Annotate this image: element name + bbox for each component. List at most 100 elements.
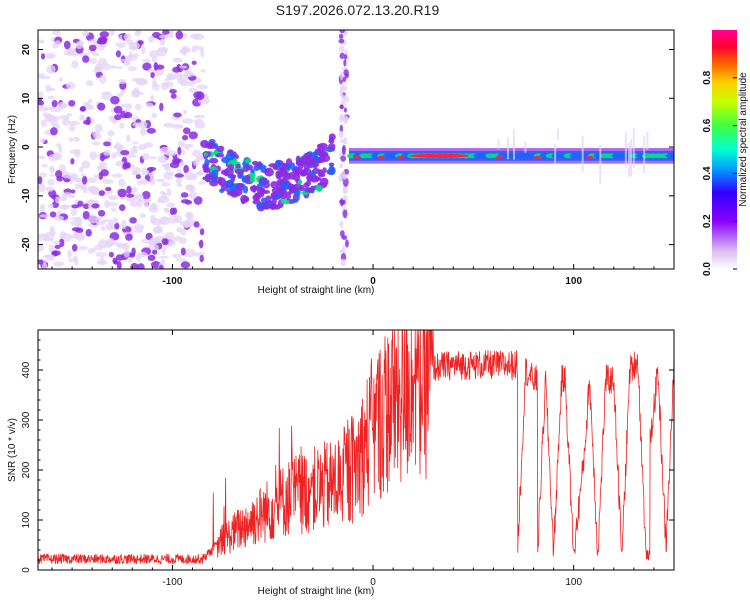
colorbar-title: Normalized spectral amplitude xyxy=(738,72,749,207)
transition-blob xyxy=(243,196,250,203)
noise-blob xyxy=(99,256,105,266)
noise-blob xyxy=(159,102,164,112)
noise-blob xyxy=(179,65,188,69)
transition-blob xyxy=(256,202,264,209)
transition-blob xyxy=(295,155,301,165)
noise-blob xyxy=(50,127,58,136)
noise-blob xyxy=(182,220,195,228)
spike-blob xyxy=(339,30,346,34)
noise-blob xyxy=(71,243,78,252)
noise-blob xyxy=(198,239,204,249)
noise-blob xyxy=(110,95,120,105)
spike-blob xyxy=(343,54,348,60)
noise-blob xyxy=(149,177,156,186)
noise-blob xyxy=(77,200,84,207)
streak xyxy=(513,129,516,160)
transition-blob xyxy=(248,172,256,177)
noise-blob xyxy=(123,32,131,42)
y-tick-label: -20 xyxy=(21,237,32,252)
transition-blob xyxy=(217,176,223,185)
noise-blob xyxy=(38,175,43,185)
noise-blob xyxy=(45,186,55,192)
noise-blob xyxy=(113,105,123,114)
noise-blob xyxy=(109,30,115,36)
noise-blob xyxy=(87,247,96,254)
noise-blob xyxy=(148,35,155,43)
noise-blob xyxy=(82,55,90,63)
spike-blob xyxy=(338,33,344,39)
noise-blob xyxy=(58,195,68,202)
noise-blob xyxy=(175,30,184,40)
noise-blob xyxy=(82,210,90,220)
transition-blob xyxy=(305,161,314,166)
noise-blob xyxy=(200,69,206,73)
spectrogram-frame xyxy=(37,29,675,270)
spike-blob xyxy=(344,30,349,35)
spike-blob xyxy=(339,249,344,254)
noise-blob xyxy=(172,253,182,259)
x-axis-title: Height of straight line (km) xyxy=(258,285,375,296)
noise-blob xyxy=(66,112,73,117)
noise-blob xyxy=(150,217,162,226)
noise-blob xyxy=(181,45,189,54)
colorbar-tick-label: 0.6 xyxy=(702,118,713,132)
noise-blob xyxy=(61,117,71,126)
noise-blob xyxy=(152,31,161,39)
noise-blob xyxy=(150,94,155,102)
noise-blob xyxy=(78,39,84,46)
spike-blob xyxy=(340,155,347,162)
noise-blob xyxy=(139,213,146,219)
noise-blob xyxy=(147,166,157,172)
spike-blob xyxy=(345,239,349,248)
noise-blob xyxy=(179,124,184,129)
noise-blob xyxy=(137,263,145,269)
colorbar-gradient xyxy=(712,30,737,269)
transition-blob xyxy=(204,167,211,173)
noise-blob xyxy=(68,137,74,143)
noise-blob xyxy=(196,84,209,90)
carrier-segment xyxy=(665,153,674,159)
noise-blob xyxy=(42,262,48,269)
transition-blob xyxy=(290,198,299,203)
noise-blob xyxy=(189,191,198,200)
noise-blob xyxy=(126,134,131,143)
streak xyxy=(524,141,527,153)
transition-blob xyxy=(280,198,290,205)
noise-blob xyxy=(81,175,88,185)
streak xyxy=(599,144,602,185)
noise-blob xyxy=(115,42,128,46)
transition-blob xyxy=(244,158,252,164)
noise-blob xyxy=(160,259,166,266)
noise-blob xyxy=(117,188,127,198)
y-tick-label: 200 xyxy=(21,461,32,478)
noise-blob xyxy=(116,148,123,157)
transition-blob xyxy=(277,189,288,194)
noise-blob xyxy=(71,60,79,69)
transition-blob xyxy=(270,192,278,199)
noise-blob xyxy=(70,208,77,217)
carrier-hotspot xyxy=(533,155,542,159)
noise-blob xyxy=(125,233,133,241)
y-tick-label: 400 xyxy=(21,361,32,378)
spike-blob xyxy=(343,59,347,67)
spike-blob xyxy=(338,130,344,139)
noise-blob xyxy=(44,235,50,241)
noise-blob xyxy=(119,122,125,129)
noise-blob xyxy=(151,112,158,119)
noise-blob xyxy=(89,151,98,160)
noise-blob xyxy=(140,178,149,185)
spike-blob xyxy=(342,76,347,83)
transition-blob xyxy=(297,179,303,185)
noise-blob xyxy=(148,172,155,177)
noise-blob xyxy=(53,261,65,267)
noise-blob xyxy=(151,55,157,62)
noise-blob xyxy=(126,185,132,195)
transition-blob xyxy=(228,183,238,191)
colorbar-tick-label: 0.2 xyxy=(702,214,713,228)
spike-blob xyxy=(339,220,344,228)
noise-blob xyxy=(196,91,205,101)
noise-blob xyxy=(131,247,136,256)
spectrogram-marks xyxy=(38,30,674,269)
transition-blob xyxy=(216,153,225,158)
spike-blob xyxy=(339,124,344,133)
